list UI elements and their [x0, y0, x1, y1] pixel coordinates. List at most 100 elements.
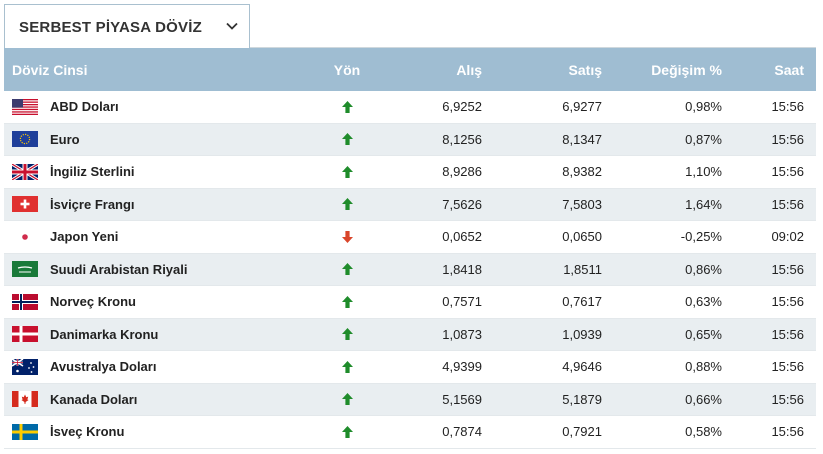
currency-name[interactable]: İsveç Kronu	[50, 424, 125, 440]
table-row[interactable]: ABD Doları 6,9252 6,9277 0,98% 15:56	[4, 91, 816, 124]
sell-value: 0,0650	[562, 229, 602, 245]
arrow-up-icon	[341, 425, 353, 438]
direction-cell	[322, 165, 372, 178]
buy-value: 0,0652	[442, 229, 482, 245]
buy-value: 1,8418	[442, 261, 482, 277]
arrow-up-icon	[341, 393, 353, 406]
sell-value: 6,9277	[562, 99, 602, 115]
currency-widget: SERBEST PİYASA DÖVİZ Döviz Cinsi Yön Alı…	[4, 4, 816, 450]
sell-value: 5,1879	[562, 391, 602, 407]
table-row[interactable]: Japon Yeni 0,0652 0,0650 -0,25% 09:02	[4, 221, 816, 254]
table-row[interactable]: İsveç Kronu 0,7874 0,7921 0,58% 15:56	[4, 416, 816, 449]
currency-cell: İsveç Kronu	[4, 423, 322, 440]
currency-cell: Danimarka Kronu	[4, 326, 322, 343]
currency-cell: Avustralya Doları	[4, 358, 322, 375]
market-dropdown-label: SERBEST PİYASA DÖVİZ	[19, 18, 202, 36]
col-header-name[interactable]: Döviz Cinsi	[12, 61, 88, 78]
table-row[interactable]: İngiliz Sterlini 8,9286 8,9382 1,10% 15:56	[4, 156, 816, 189]
direction-cell	[322, 425, 372, 438]
time-value: 15:56	[771, 99, 804, 115]
currency-name[interactable]: Suudi Arabistan Riyali	[50, 261, 188, 277]
currency-name[interactable]: ABD Doları	[50, 99, 119, 115]
uk-flag-icon	[12, 163, 38, 180]
sell-value: 7,5803	[562, 196, 602, 212]
direction-cell	[322, 295, 372, 308]
arrow-up-icon	[341, 100, 353, 113]
time-value: 15:56	[771, 359, 804, 375]
table-row[interactable]: Danimarka Kronu 1,0873 1,0939 0,65% 15:56	[4, 318, 816, 351]
currency-name[interactable]: Norveç Kronu	[50, 294, 136, 310]
change-value: 0,65%	[685, 326, 722, 342]
currency-name[interactable]: Japon Yeni	[50, 229, 119, 245]
direction-cell	[322, 230, 372, 243]
currency-cell: ABD Doları	[4, 98, 322, 115]
table-body: ABD Doları 6,9252 6,9277 0,98% 15:56 Euro 8,12…	[4, 91, 816, 449]
arrow-up-icon	[341, 328, 353, 341]
col-header-time[interactable]: Saat	[774, 61, 804, 78]
dk-flag-icon	[12, 326, 38, 343]
change-value: 0,66%	[685, 391, 722, 407]
sell-value: 1,8511	[563, 261, 602, 277]
currency-name[interactable]: Euro	[50, 131, 80, 147]
buy-value: 0,7571	[442, 294, 482, 310]
table-row[interactable]: Norveç Kronu 0,7571 0,7617 0,63% 15:56	[4, 286, 816, 319]
time-value: 15:56	[771, 131, 804, 147]
col-header-sell[interactable]: Satış	[568, 61, 602, 78]
sell-value: 0,7921	[562, 424, 602, 440]
jp-flag-icon	[12, 228, 38, 245]
currency-cell: Norveç Kronu	[4, 293, 322, 310]
direction-cell	[322, 198, 372, 211]
change-value: 0,88%	[685, 359, 722, 375]
arrow-up-icon	[341, 360, 353, 373]
col-header-buy[interactable]: Alış	[456, 61, 482, 78]
arrow-down-icon	[341, 230, 353, 243]
time-value: 15:56	[771, 196, 804, 212]
buy-value: 5,1569	[442, 391, 482, 407]
currency-name[interactable]: İngiliz Sterlini	[50, 164, 135, 180]
time-value: 15:56	[771, 164, 804, 180]
arrow-up-icon	[341, 133, 353, 146]
change-value: 0,87%	[685, 131, 722, 147]
buy-value: 4,9399	[442, 359, 482, 375]
market-dropdown[interactable]: SERBEST PİYASA DÖVİZ	[4, 4, 250, 49]
currency-cell: Suudi Arabistan Riyali	[4, 261, 322, 278]
table-row[interactable]: Euro 8,1256 8,1347 0,87% 15:56	[4, 123, 816, 156]
table-row[interactable]: Avustralya Doları 4,9399 4,9646 0,88% 15:56	[4, 351, 816, 384]
change-value: -0,25%	[680, 229, 722, 245]
change-value: 0,98%	[685, 99, 722, 115]
currency-name[interactable]: Kanada Doları	[50, 391, 138, 407]
sell-value: 8,9382	[562, 164, 602, 180]
arrow-up-icon	[341, 263, 353, 276]
col-header-direction[interactable]: Yön	[333, 61, 361, 78]
direction-cell	[322, 133, 372, 146]
ch-flag-icon	[12, 196, 38, 213]
chevron-down-icon	[226, 22, 238, 30]
change-value: 1,64%	[685, 196, 722, 212]
currency-name[interactable]: Danimarka Kronu	[50, 326, 159, 342]
change-value: 0,86%	[685, 261, 722, 277]
direction-cell	[322, 100, 372, 113]
buy-value: 0,7874	[442, 424, 482, 440]
col-header-change[interactable]: Değişim %	[651, 61, 722, 78]
tab-bar: SERBEST PİYASA DÖVİZ	[4, 4, 816, 49]
sa-flag-icon	[12, 261, 38, 278]
table-header: Döviz Cinsi Yön Alış Satış Değişim % Saa…	[4, 48, 816, 91]
table-row[interactable]: Kanada Doları 5,1569 5,1879 0,66% 15:56	[4, 383, 816, 416]
sell-value: 4,9646	[562, 359, 602, 375]
direction-cell	[322, 328, 372, 341]
currency-cell: Euro	[4, 131, 322, 148]
table-row[interactable]: Suudi Arabistan Riyali 1,8418 1,8511 0,86% 1…	[4, 253, 816, 286]
change-value: 1,10%	[685, 164, 722, 180]
time-value: 15:56	[771, 424, 804, 440]
se-flag-icon	[12, 423, 38, 440]
time-value: 15:56	[771, 261, 804, 277]
currency-name[interactable]: Avustralya Doları	[50, 359, 157, 375]
currency-name[interactable]: İsviçre Frangı	[50, 196, 135, 212]
table-row[interactable]: İsviçre Frangı 7,5626 7,5803 1,64% 15:56	[4, 188, 816, 221]
currency-cell: İngiliz Sterlini	[4, 163, 322, 180]
time-value: 15:56	[771, 294, 804, 310]
eu-flag-icon	[12, 131, 38, 148]
direction-cell	[322, 263, 372, 276]
au-flag-icon	[12, 358, 38, 375]
arrow-up-icon	[341, 295, 353, 308]
